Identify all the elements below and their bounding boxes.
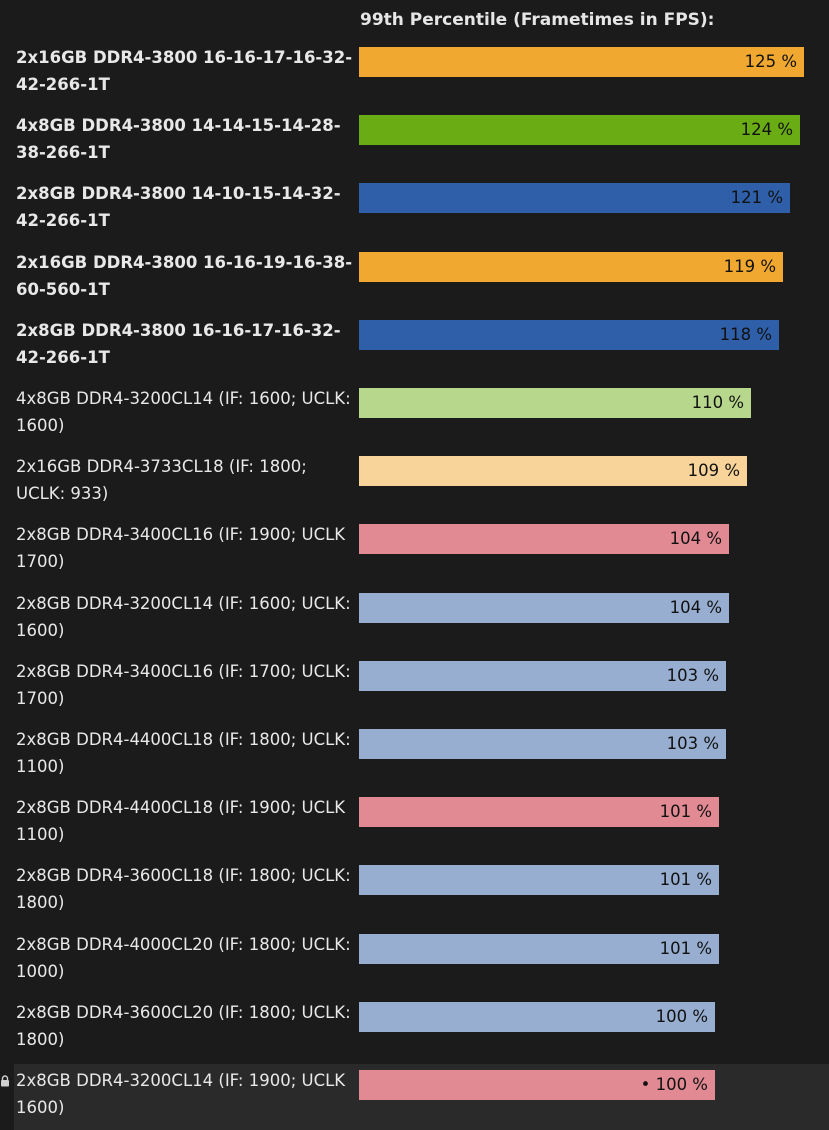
bar-value-label: 101 % [659, 802, 712, 821]
bar-label: 2x8GB DDR4-3200CL14 (IF: 1900; UCLK 1600… [16, 1071, 346, 1117]
bar-row: 2x8GB DDR4-3800 16-16-17-16-32-42-266-1T… [0, 317, 829, 385]
bar-value-label: 103 % [666, 666, 719, 685]
bar-value-label: 104 % [669, 598, 722, 617]
bar-value-label: 110 % [691, 393, 744, 412]
bar: 101 % [359, 797, 719, 827]
bar-row: 2x8GB DDR4-4000CL20 (IF: 1800; UCLK: 100… [0, 931, 829, 999]
bar-value-label: 118 % [719, 325, 772, 344]
bar: 100 % [359, 1002, 715, 1032]
bar: 124 % [359, 115, 800, 145]
bar-row: 2x16GB DDR4-3733CL18 (IF: 1800; UCLK: 93… [0, 453, 829, 521]
bar: 110 % [359, 388, 751, 418]
bar-value-label: 109 % [687, 461, 740, 480]
bar-value-label: • 100 % [640, 1075, 708, 1094]
bar: 101 % [359, 934, 719, 964]
bar-row: 2x8GB DDR4-4400CL18 (IF: 1900; UCLK 1100… [0, 794, 829, 862]
bar-row: 4x8GB DDR4-3200CL14 (IF: 1600; UCLK: 160… [0, 385, 829, 453]
bar: 109 % [359, 456, 747, 486]
bar: 101 % [359, 865, 719, 895]
bar-label: 2x8GB DDR4-3400CL16 (IF: 1700; UCLK: 170… [16, 662, 351, 708]
bar-value-label: 125 % [744, 52, 797, 71]
bar: 104 % [359, 524, 729, 554]
bar: 125 % [359, 47, 804, 77]
bar-label: 4x8GB DDR4-3800 14-14-15-14-28-38-266-1T [16, 116, 341, 162]
bar-label: 2x8GB DDR4-4000CL20 (IF: 1800; UCLK: 100… [16, 935, 351, 981]
bar-value-label: 124 % [740, 120, 793, 139]
chart-title: 99th Percentile (Frametimes in FPS): [360, 10, 715, 30]
bar-value-label: 104 % [669, 529, 722, 548]
bar-row: 4x8GB DDR4-3800 14-14-15-14-28-38-266-1T… [0, 112, 829, 180]
bar-label: 2x8GB DDR4-3800 14-10-15-14-32-42-266-1T [16, 184, 341, 230]
bar-label: 2x8GB DDR4-4400CL18 (IF: 1900; UCLK 1100… [16, 798, 346, 844]
bar-label: 2x16GB DDR4-3800 16-16-19-16-38-60-560-1… [16, 253, 353, 299]
bar-row: 2x16GB DDR4-3800 16-16-17-16-32-42-266-1… [0, 44, 829, 112]
bar-row: 2x8GB DDR4-3800 14-10-15-14-32-42-266-1T… [0, 180, 829, 248]
bar-row: 2x8GB DDR4-3600CL20 (IF: 1800; UCLK: 180… [0, 999, 829, 1067]
bar-value-label: 121 % [730, 188, 783, 207]
bar-label: 2x8GB DDR4-3400CL16 (IF: 1900; UCLK 1700… [16, 525, 346, 571]
lock-icon [1, 1075, 9, 1087]
bar-row: 2x8GB DDR4-3400CL16 (IF: 1700; UCLK: 170… [0, 658, 829, 726]
bar: 103 % [359, 729, 726, 759]
bar-row: 2x16GB DDR4-3800 16-16-19-16-38-60-560-1… [0, 249, 829, 317]
bar-row: 2x8GB DDR4-3400CL16 (IF: 1900; UCLK 1700… [0, 521, 829, 589]
bar-row: 2x8GB DDR4-3600CL18 (IF: 1800; UCLK: 180… [0, 862, 829, 930]
bar: 104 % [359, 593, 729, 623]
bar-label: 2x16GB DDR4-3800 16-16-17-16-32-42-266-1… [16, 48, 353, 94]
bar-value-label: 101 % [659, 939, 712, 958]
bar: • 100 % [359, 1070, 715, 1100]
bar-label: 2x8GB DDR4-3600CL18 (IF: 1800; UCLK: 180… [16, 866, 351, 912]
bar: 118 % [359, 320, 779, 350]
bar-value-label: 101 % [659, 870, 712, 889]
bar-label: 2x8GB DDR4-4400CL18 (IF: 1800; UCLK: 110… [16, 730, 351, 776]
bar-label: 2x8GB DDR4-3200CL14 (IF: 1600; UCLK: 160… [16, 594, 351, 640]
bar: 121 % [359, 183, 790, 213]
bar-label: 2x8GB DDR4-3600CL20 (IF: 1800; UCLK: 180… [16, 1003, 351, 1049]
bar-row: 2x8GB DDR4-4400CL18 (IF: 1800; UCLK: 110… [0, 726, 829, 794]
bar-row: 2x8GB DDR4-3200CL14 (IF: 1900; UCLK 1600… [0, 1064, 829, 1130]
bar-value-label: 100 % [655, 1007, 708, 1026]
bar-value-label: 103 % [666, 734, 719, 753]
bar-row: 2x8GB DDR4-3200CL14 (IF: 1600; UCLK: 160… [0, 590, 829, 658]
bar-label: 2x16GB DDR4-3733CL18 (IF: 1800; UCLK: 93… [16, 457, 307, 503]
bar-value-label: 119 % [723, 257, 776, 276]
bar: 103 % [359, 661, 726, 691]
bar: 119 % [359, 252, 783, 282]
bar-label: 2x8GB DDR4-3800 16-16-17-16-32-42-266-1T [16, 321, 341, 367]
bar-label: 4x8GB DDR4-3200CL14 (IF: 1600; UCLK: 160… [16, 389, 351, 435]
